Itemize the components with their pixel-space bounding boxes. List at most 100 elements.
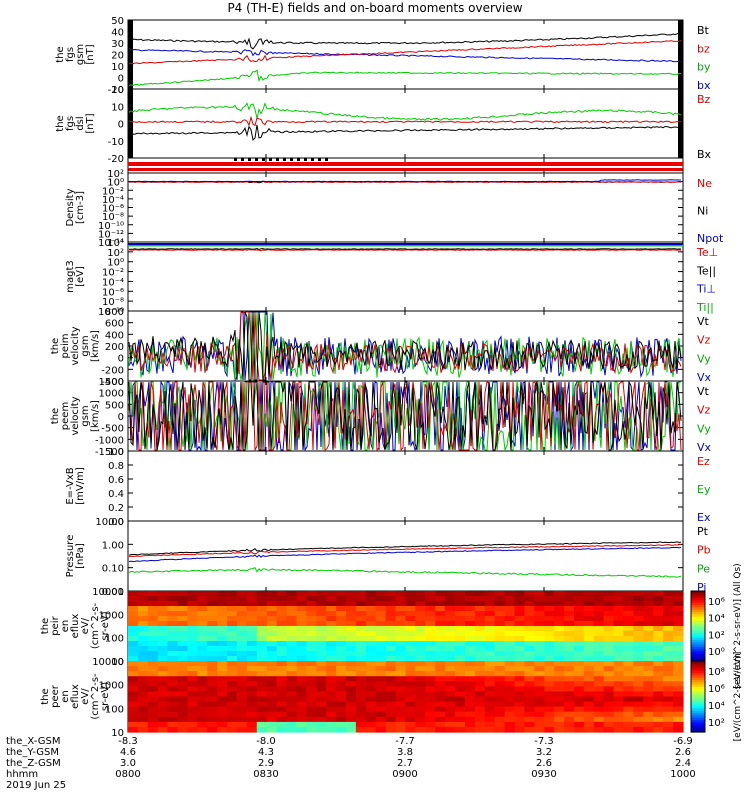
- electron-spectrogram-cell: [365, 686, 377, 693]
- electron-spectrogram-cell: [167, 706, 179, 713]
- ion-spectrogram-cell: [564, 656, 575, 662]
- electron-spectrogram-cell: [137, 676, 149, 682]
- electron-spectrogram-cell: [395, 666, 407, 672]
- ion-spectrogram-cell: [415, 631, 426, 637]
- ion-spectrogram-cell: [296, 651, 307, 657]
- ion-spectrogram-cell: [633, 646, 644, 652]
- ion-spectrogram-cell: [593, 616, 605, 622]
- ion-spectrogram-cell: [583, 606, 595, 612]
- ion-spectrogram-cell: [167, 631, 179, 637]
- ion-spectrogram-cell: [643, 621, 654, 627]
- ion-spectrogram-cell: [177, 651, 189, 657]
- ion-spectrogram-cell: [445, 621, 456, 627]
- axis-row-value: 2.6: [675, 747, 691, 758]
- axis-row-value: 0800: [115, 769, 140, 780]
- ion-spectrogram-cell: [316, 631, 327, 637]
- electron-spectrogram-cell: [246, 666, 258, 672]
- ion-spectrogram-cell: [524, 611, 535, 617]
- electron-spectrogram-cell: [385, 721, 397, 728]
- colorbar-1-cell: [691, 701, 705, 705]
- ion-spectrogram-cell: [256, 616, 268, 622]
- ion-spectrogram-cell: [365, 621, 377, 627]
- ion-spectrogram-cell: [346, 646, 357, 652]
- ion-spectrogram-cell: [484, 641, 496, 647]
- colorbar-1-cell: [691, 722, 705, 726]
- ion-spectrogram-cell: [405, 631, 416, 637]
- electron-spectrogram-cell: [246, 691, 258, 698]
- panel-tick-9: 1000: [99, 681, 124, 692]
- axis-row-value: 0830: [253, 769, 278, 780]
- ion-spectrogram-cell: [147, 601, 159, 607]
- legend-Vy: Vy: [697, 422, 711, 435]
- legend-Ti⊥: Ti⊥: [696, 283, 716, 296]
- electron-spectrogram-cell: [574, 726, 585, 733]
- ion-spectrogram-cell: [673, 641, 684, 647]
- panel-tick-9: 10000: [92, 657, 124, 668]
- ion-spectrogram-cell: [465, 596, 476, 602]
- ion-spectrogram-cell: [405, 591, 416, 597]
- electron-spectrogram-cell: [177, 686, 189, 693]
- ion-spectrogram-cell: [167, 601, 179, 607]
- electron-spectrogram-cell: [395, 696, 407, 703]
- ion-spectrogram-cell: [286, 651, 298, 657]
- ion-spectrogram-cell: [623, 651, 634, 657]
- ion-spectrogram-cell: [355, 656, 367, 662]
- panel-tick-6: 1.0: [108, 447, 124, 458]
- electron-spectrogram-cell: [494, 661, 506, 667]
- electron-spectrogram-cell: [355, 676, 367, 682]
- electron-spectrogram-cell: [405, 691, 416, 698]
- electron-spectrogram-cell: [227, 716, 238, 723]
- panel-tick-3: 10⁻¹⁰: [98, 307, 124, 318]
- ion-spectrogram-cell: [177, 626, 189, 632]
- electron-spectrogram-cell: [266, 686, 278, 693]
- electron-spectrogram-cell: [187, 691, 198, 698]
- electron-spectrogram-cell: [137, 681, 149, 687]
- electron-spectrogram-cell: [355, 716, 367, 723]
- electron-spectrogram-cell: [316, 661, 327, 667]
- ion-spectrogram-cell: [266, 606, 278, 612]
- ion-spectrogram-cell: [484, 611, 496, 617]
- ion-spectrogram-cell: [415, 601, 426, 607]
- electron-spectrogram-cell: [574, 671, 585, 677]
- ion-spectrogram-cell: [197, 616, 208, 622]
- colorbar-1-tick: 10⁴: [708, 701, 725, 712]
- electron-spectrogram-cell: [256, 691, 268, 698]
- panel-tick-6: 0.4: [108, 489, 124, 500]
- ion-spectrogram-cell: [504, 641, 516, 647]
- electron-spectrogram-cell: [187, 716, 198, 723]
- electron-spectrogram-cell: [167, 661, 179, 667]
- electron-spectrogram-cell: [564, 666, 575, 672]
- ion-spectrogram-cell: [613, 641, 625, 647]
- electron-spectrogram-cell: [177, 661, 189, 667]
- electron-spectrogram-cell: [603, 676, 615, 682]
- ion-spectrogram-cell: [286, 656, 298, 662]
- legend-Vt: Vt: [697, 315, 710, 328]
- ion-spectrogram-cell: [157, 646, 169, 652]
- electron-spectrogram-cell: [673, 671, 684, 677]
- ion-spectrogram-cell: [137, 631, 149, 637]
- ion-spectrogram-cell: [445, 641, 456, 647]
- ion-spectrogram-cell: [365, 636, 377, 642]
- electron-spectrogram-cell: [643, 711, 654, 718]
- electron-spectrogram-cell: [663, 666, 674, 672]
- electron-spectrogram-cell: [504, 706, 516, 713]
- electron-spectrogram-cell: [296, 711, 307, 718]
- electron-spectrogram-cell: [415, 716, 426, 723]
- electron-spectrogram-cell: [306, 676, 317, 682]
- ion-spectrogram-cell: [425, 596, 436, 602]
- electron-spectrogram-cell: [197, 726, 208, 733]
- ion-spectrogram-cell: [137, 621, 149, 627]
- electron-spectrogram-cell: [484, 721, 496, 728]
- electron-spectrogram-cell: [177, 676, 189, 682]
- electron-spectrogram-cell: [207, 716, 218, 723]
- electron-spectrogram-cell: [246, 726, 258, 733]
- ion-spectrogram-cell: [365, 646, 377, 652]
- electron-spectrogram-cell: [157, 676, 169, 682]
- electron-spectrogram-cell: [128, 706, 139, 713]
- ion-spectrogram-cell: [346, 611, 357, 617]
- electron-spectrogram-cell: [326, 681, 337, 687]
- axis-row-value: 3.0: [120, 758, 136, 769]
- axis-row-value: 0900: [392, 769, 417, 780]
- ion-spectrogram-cell: [256, 621, 268, 627]
- electron-spectrogram-cell: [336, 666, 347, 672]
